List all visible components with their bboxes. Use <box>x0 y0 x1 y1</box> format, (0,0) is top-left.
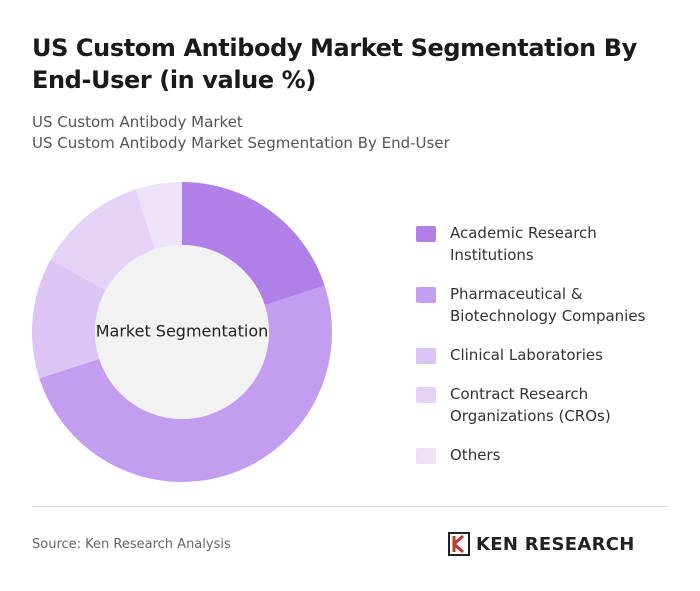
donut-slice <box>135 182 182 250</box>
legend-swatch <box>416 287 436 303</box>
legend-label: Clinical Laboratories <box>450 346 603 364</box>
legend-label: Academic Research Institutions <box>450 224 597 264</box>
legend-item: Others <box>416 444 676 466</box>
donut-slice <box>32 259 106 379</box>
legend: Academic Research Institutions Pharmaceut… <box>416 222 676 483</box>
source: Source: Ken Research Analysis <box>32 537 231 552</box>
legend-swatch <box>416 448 436 464</box>
subtitle: US Custom Antibody Market Segmentation B… <box>32 134 450 152</box>
legend-swatch <box>416 348 436 364</box>
logo: KEN RESEARCH <box>448 532 635 556</box>
legend-label: Pharmaceutical & Biotechnology Companies <box>450 285 646 325</box>
subtitle: US Custom Antibody Market <box>32 113 243 131</box>
legend-item: Clinical Laboratories <box>416 344 676 366</box>
divider <box>32 506 668 507</box>
legend-label: Others <box>450 446 501 464</box>
legend-swatch <box>416 387 436 403</box>
donut-slice <box>50 189 156 291</box>
donut-hole <box>95 245 269 419</box>
legend-item: Academic Research Institutions <box>416 222 676 266</box>
donut-chart: Market Segmentation <box>32 182 332 482</box>
logo-text: KEN RESEARCH <box>476 533 635 555</box>
chart-title: US Custom Antibody Market Segmentation B… <box>32 34 637 94</box>
donut-slice <box>182 182 325 306</box>
donut-slice <box>39 285 332 482</box>
legend-item: Contract Research Organizations (CROs) <box>416 383 676 427</box>
legend-item: Pharmaceutical & Biotechnology Companies <box>416 283 676 327</box>
legend-label: Contract Research Organizations (CROs) <box>450 385 611 425</box>
legend-swatch <box>416 226 436 242</box>
logo-icon <box>448 532 470 556</box>
center-label: Market Segmentation <box>96 322 269 341</box>
